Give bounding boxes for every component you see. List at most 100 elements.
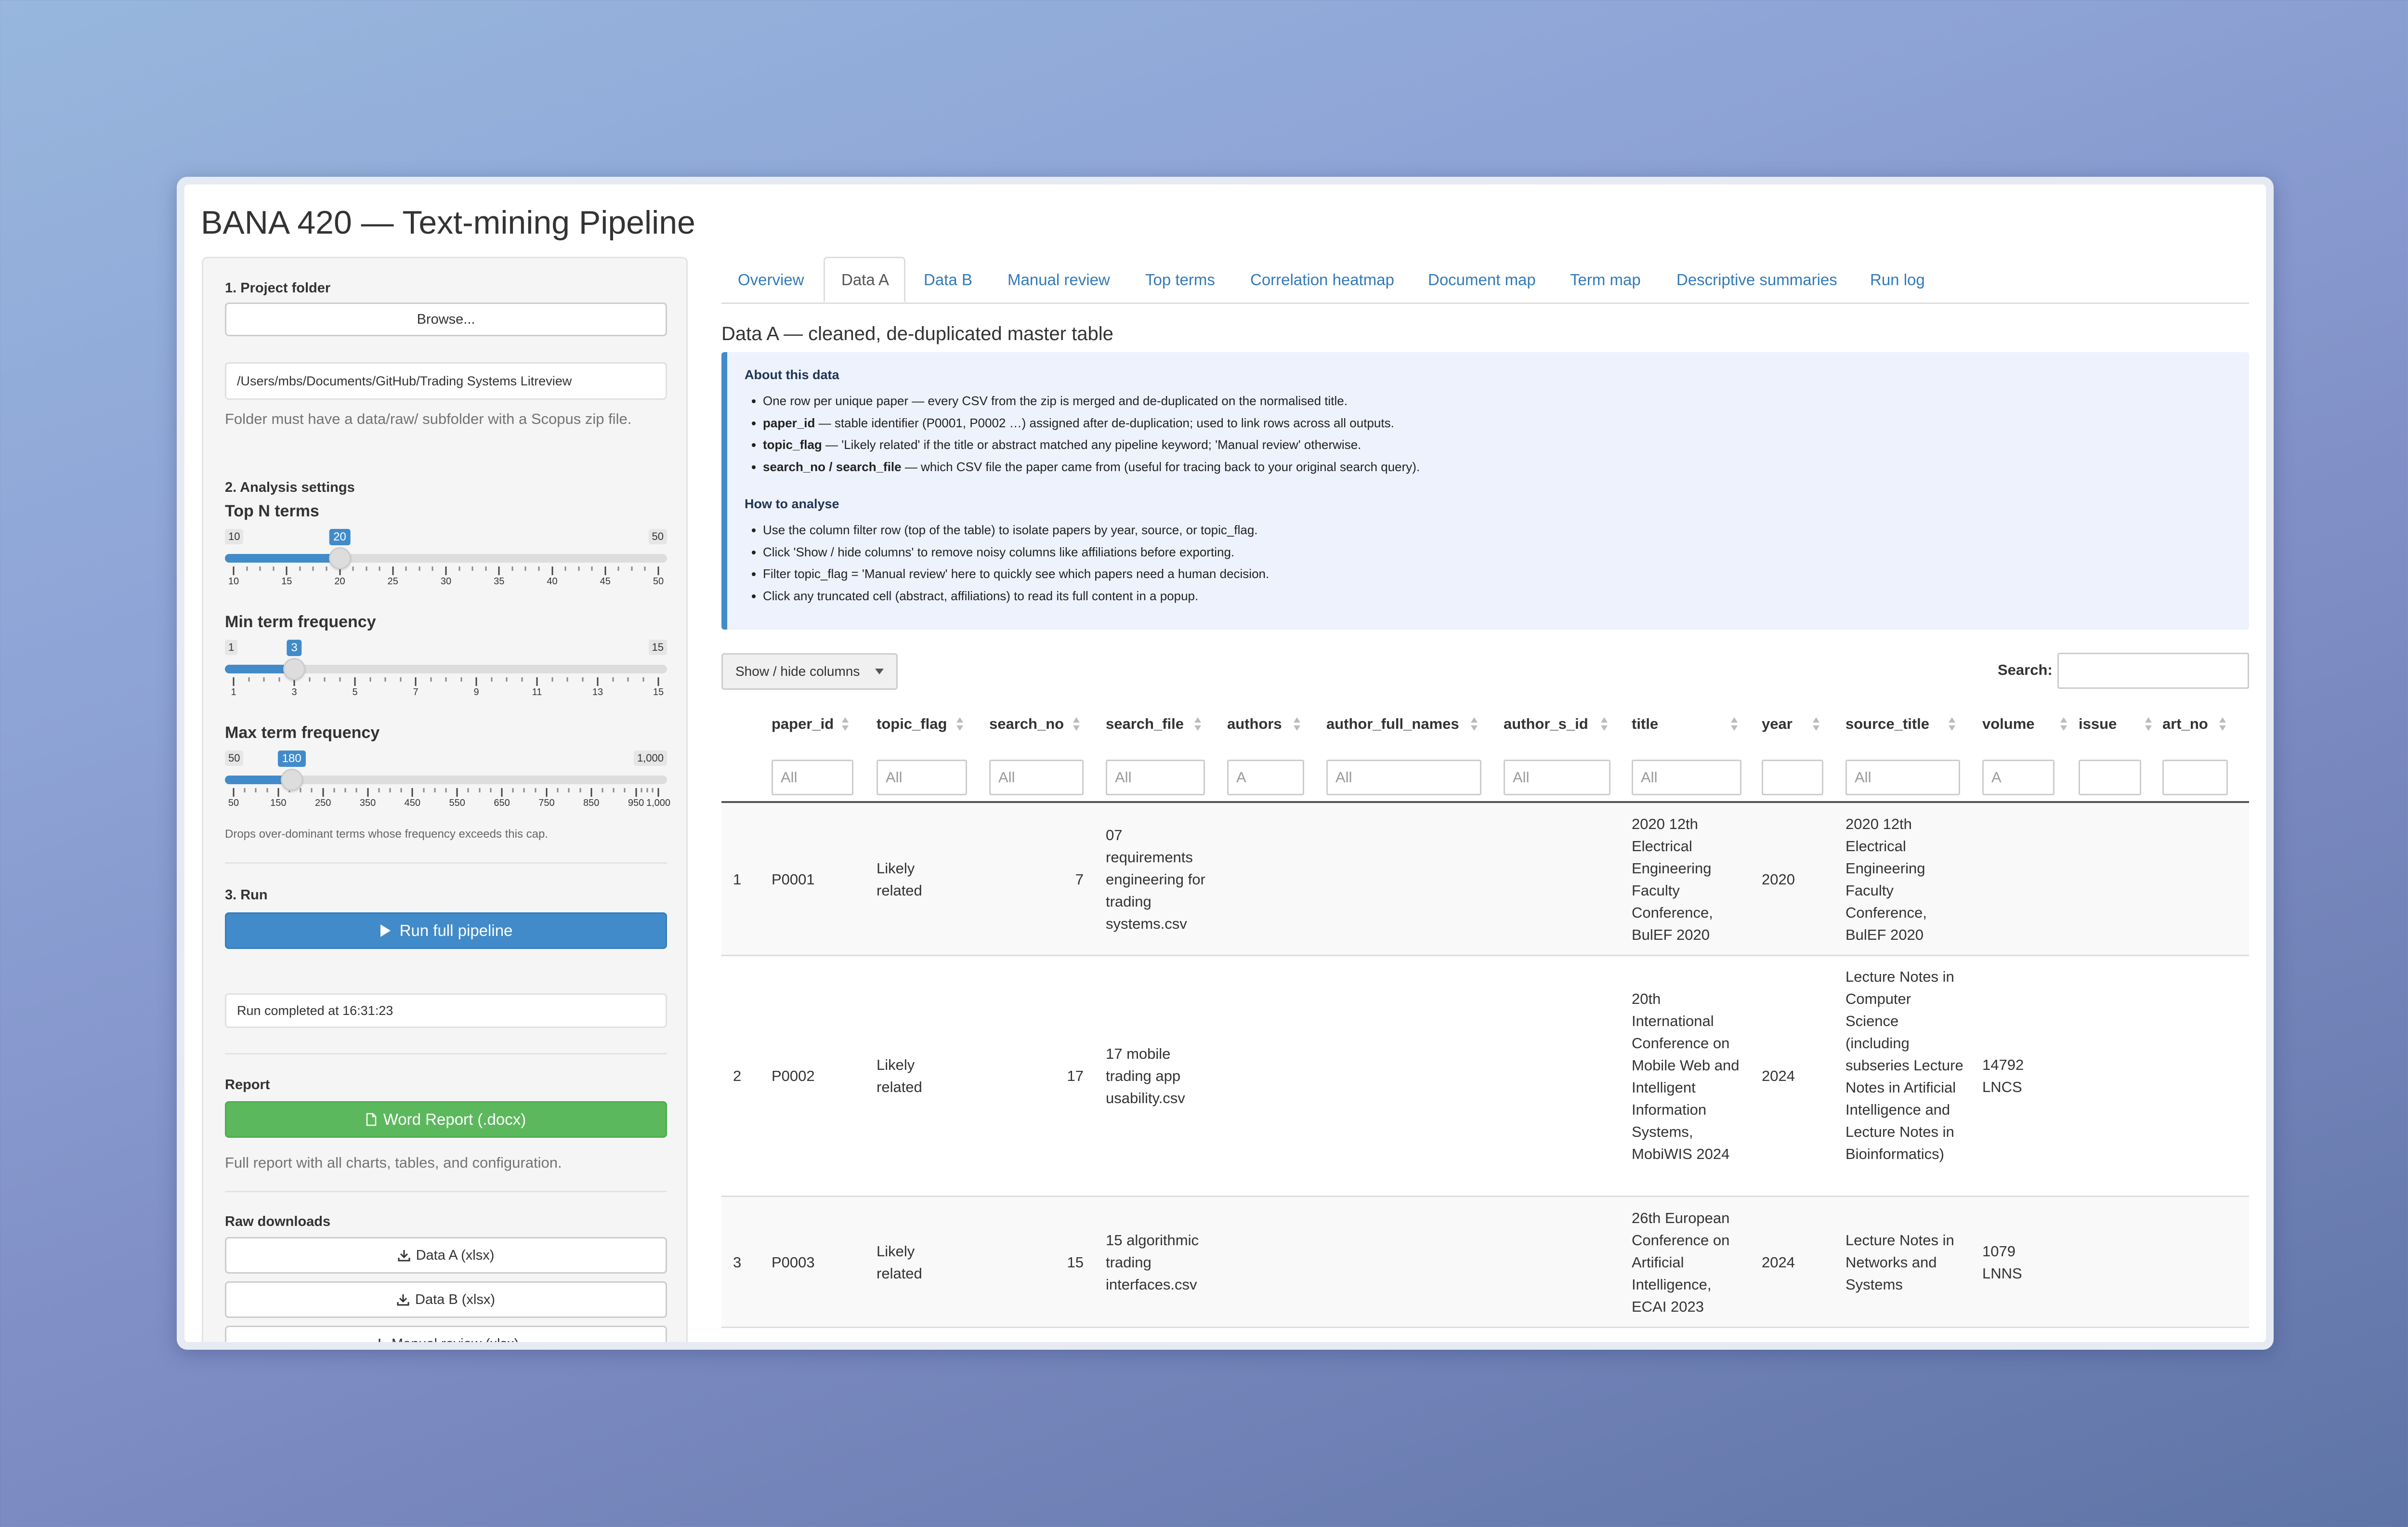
tab-top-terms[interactable]: Top terms [1145,270,1215,289]
col-header-art-no[interactable]: art_no [2162,715,2208,732]
howto-list: Use the column filter row (top of the ta… [745,523,1269,610]
tab-term-map[interactable]: Term map [1570,270,1641,289]
table-row[interactable]: 2 P0002 Likely related 17 17 mobile trad… [721,956,2249,1197]
tab-document-map[interactable]: Document map [1428,270,1536,289]
slider-tick [233,788,235,797]
run-label: 3. Run [225,887,268,903]
app-title: BANA 420 — Text-mining Pipeline [201,204,695,241]
slider-value-label: 20 [329,529,351,545]
download-icon [398,1250,410,1262]
file-icon [366,1113,376,1126]
slider-tick [604,566,606,575]
slider-handle[interactable] [283,658,305,680]
slider-minor-tick [333,788,335,792]
col-header-paper-id[interactable]: paper_id [772,715,834,732]
app-page: BANA 420 — Text-mining Pipeline 1. Proje… [184,184,2266,1342]
slider-ticks [225,566,667,576]
filter-topic-flag[interactable]: All [877,760,967,795]
col-header-author-full-names[interactable]: author_full_names [1326,715,1459,732]
show-hide-columns-button[interactable]: Show / hide columns [721,653,898,690]
col-header-search-no[interactable]: search_no [989,715,1064,732]
slider-handle[interactable] [280,769,303,791]
slider-handle[interactable] [328,547,351,569]
min-freq-slider[interactable]: 1 15 3 1 3 5 7 9 11 13 15 [225,640,667,702]
slider-tick-label: 45 [600,576,611,587]
tab-manual-review[interactable]: Manual review [1008,270,1110,289]
browse-button[interactable]: Browse... [225,303,667,336]
download-data-b-button[interactable]: Data B (xlsx) [225,1281,667,1318]
filter-search-file[interactable]: All [1106,760,1205,795]
sort-icon [1601,717,1608,732]
slider-minor-tick [248,677,249,682]
filter-paper-id[interactable]: All [772,760,853,795]
filter-source-title[interactable]: All [1845,760,1960,795]
table-row[interactable]: 1 P0001 Likely related 7 07 requirements… [721,803,2249,956]
project-path-field[interactable]: /Users/mbs/Documents/GitHub/Trading Syst… [225,362,667,400]
slider-max-label: 15 [648,640,667,655]
page-title: Data A — cleaned, de-duplicated master t… [721,323,1113,344]
word-report-button[interactable]: Word Report (.docx) [225,1101,667,1138]
about-heading: About this data [745,368,839,382]
filter-author-full-names[interactable]: All [1326,760,1481,795]
sort-icon [1194,717,1201,732]
top-n-slider[interactable]: 10 50 20 10 15 20 25 30 35 40 45 50 [225,529,667,592]
slider-tick [657,788,659,797]
word-report-label: Word Report (.docx) [383,1110,526,1128]
slider-tick [498,566,500,575]
slider-tick [233,566,235,575]
slider-minor-tick [471,566,473,571]
download-icon [397,1294,409,1306]
slider-minor-tick [646,788,648,792]
tab-descriptive-summaries[interactable]: Descriptive summaries [1676,270,1837,289]
filter-search-no[interactable]: All [989,760,1084,795]
col-header-year[interactable]: year [1762,715,1793,732]
slider-max-label: 1,000 [633,750,667,766]
col-header-authors[interactable]: authors [1227,715,1282,732]
filter-volume[interactable]: A [1982,760,2055,795]
tab-data-a[interactable]: Data A [824,257,905,303]
slider-tick [339,566,340,575]
max-freq-slider[interactable]: 50 1,000 180 50 150 250 350 450 550 650 750 850 950 1… [225,750,671,813]
filter-art-no[interactable] [2162,760,2228,795]
slider-tick-label: 1,000 [646,798,671,808]
col-header-search-file[interactable]: search_file [1106,715,1184,732]
sidebar-panel: 1. Project folder Browse... /Users/mbs/D… [202,257,688,1342]
slider-minor-tick [299,566,301,571]
table-row[interactable]: IVAPP 2015 - [721,1328,2249,1342]
slider-tick-label: 15 [653,687,664,698]
sort-icon [1949,717,1955,732]
filter-year[interactable] [1762,760,1823,795]
col-header-topic-flag[interactable]: topic_flag [877,715,947,732]
slider-minor-tick [312,566,314,571]
table-row[interactable]: 3 P0003 Likely related 15 15 algorithmic… [721,1197,2249,1328]
filter-authors[interactable]: A [1227,760,1304,795]
tab-data-b[interactable]: Data B [924,270,972,289]
table-header: paper_id topic_flag search_no search_fil… [721,700,2249,748]
col-header-title[interactable]: title [1632,715,1659,732]
col-header-source-title[interactable]: source_title [1845,715,1930,732]
slider-tick [322,788,324,797]
filter-title[interactable]: All [1632,760,1741,795]
search-input[interactable] [2057,653,2249,689]
slider-minor-tick [378,788,380,792]
slider-tick-label: 550 [449,798,465,808]
download-data-a-button[interactable]: Data A (xlsx) [225,1237,667,1274]
divider [225,862,667,864]
tab-run-log[interactable]: Run log [1870,270,1925,289]
col-header-volume[interactable]: volume [1982,715,2035,732]
raw-downloads-label: Raw downloads [225,1214,331,1229]
slider-tick-label: 7 [413,687,419,698]
download-manual-review-button[interactable]: Manual review (xlsx) [225,1326,667,1342]
slider-minor-tick [524,566,526,571]
col-header-author-s-id[interactable]: author_s_id [1504,715,1588,732]
slider-tick-label: 950 [628,798,644,808]
tab-correlation-heatmap[interactable]: Correlation heatmap [1250,270,1394,289]
download-manual-review-label: Manual review (xlsx) [392,1336,519,1343]
run-pipeline-button[interactable]: Run full pipeline [225,912,667,949]
filter-author-s-id[interactable]: All [1504,760,1610,795]
slider-tick-label: 30 [440,576,452,587]
tab-overview[interactable]: Overview [738,270,804,289]
filter-issue[interactable] [2079,760,2141,795]
col-header-issue[interactable]: issue [2079,715,2117,732]
app-window: BANA 420 — Text-mining Pipeline 1. Proje… [177,177,2274,1350]
